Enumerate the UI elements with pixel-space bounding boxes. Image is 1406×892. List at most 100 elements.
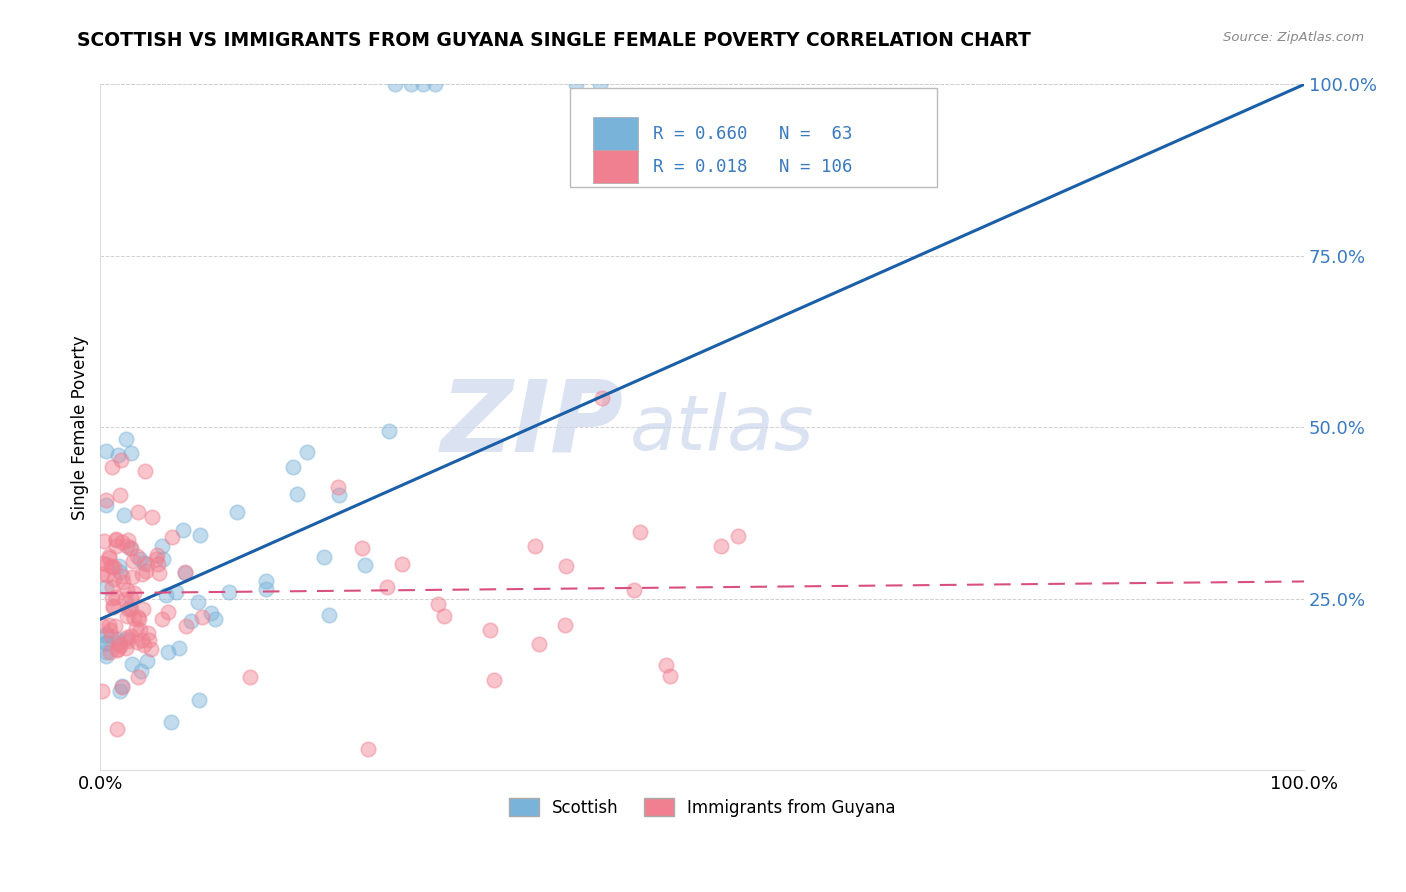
Point bbox=[101, 599, 124, 614]
Point bbox=[138, 632, 160, 647]
Point bbox=[110, 569, 132, 583]
Point bbox=[523, 539, 546, 553]
Point bbox=[423, 78, 446, 92]
Point bbox=[132, 638, 155, 652]
Point bbox=[391, 557, 413, 571]
Point bbox=[157, 645, 180, 659]
Point bbox=[100, 629, 122, 643]
Point bbox=[91, 556, 114, 570]
Point bbox=[218, 585, 240, 599]
Point bbox=[554, 617, 576, 632]
Point bbox=[115, 609, 138, 624]
Point bbox=[479, 623, 502, 637]
Text: SCOTTISH VS IMMIGRANTS FROM GUYANA SINGLE FEMALE POVERTY CORRELATION CHART: SCOTTISH VS IMMIGRANTS FROM GUYANA SINGL… bbox=[77, 31, 1031, 50]
Point bbox=[103, 560, 125, 574]
Point bbox=[103, 599, 125, 613]
Point bbox=[384, 78, 406, 92]
Point bbox=[160, 530, 183, 544]
Point bbox=[96, 629, 118, 643]
Point bbox=[190, 610, 212, 624]
Text: R = 0.018   N = 106: R = 0.018 N = 106 bbox=[652, 158, 852, 176]
Point bbox=[96, 635, 118, 649]
Point bbox=[105, 539, 128, 553]
Point bbox=[239, 669, 262, 683]
Point bbox=[136, 557, 159, 571]
Point bbox=[103, 572, 125, 586]
Point bbox=[174, 565, 197, 579]
Point bbox=[591, 391, 613, 405]
Point bbox=[111, 679, 134, 693]
Point bbox=[167, 640, 190, 655]
Point bbox=[655, 657, 678, 672]
Point bbox=[427, 597, 450, 611]
Point bbox=[155, 588, 177, 602]
Point bbox=[727, 528, 749, 542]
Point bbox=[98, 624, 121, 638]
Point bbox=[312, 550, 335, 565]
Point bbox=[114, 591, 136, 606]
Text: R = 0.660   N =  63: R = 0.660 N = 63 bbox=[652, 125, 852, 143]
Point bbox=[104, 618, 127, 632]
Point bbox=[117, 533, 139, 547]
FancyBboxPatch shape bbox=[569, 88, 936, 187]
Point bbox=[136, 625, 159, 640]
Point bbox=[110, 452, 132, 467]
Point bbox=[108, 558, 131, 573]
Point bbox=[97, 550, 120, 565]
Point bbox=[135, 565, 157, 579]
Point bbox=[105, 632, 128, 647]
Point bbox=[136, 654, 159, 668]
Point bbox=[433, 609, 456, 624]
Point bbox=[117, 602, 139, 616]
Point bbox=[129, 665, 152, 679]
Point bbox=[115, 432, 138, 446]
Point bbox=[108, 639, 131, 653]
Point bbox=[108, 684, 131, 698]
Point bbox=[399, 78, 422, 92]
Point bbox=[375, 580, 398, 594]
Point bbox=[150, 539, 173, 553]
Point bbox=[357, 742, 380, 756]
Legend: Scottish, Immigrants from Guyana: Scottish, Immigrants from Guyana bbox=[502, 791, 903, 823]
Point bbox=[148, 558, 170, 572]
Point bbox=[127, 610, 149, 624]
Text: Source: ZipAtlas.com: Source: ZipAtlas.com bbox=[1223, 31, 1364, 45]
Point bbox=[148, 566, 170, 580]
Point bbox=[139, 642, 162, 657]
Point bbox=[200, 606, 222, 620]
Point bbox=[107, 449, 129, 463]
Point bbox=[484, 673, 506, 688]
Point bbox=[98, 618, 121, 632]
Point bbox=[108, 488, 131, 502]
Point bbox=[93, 533, 115, 548]
Point bbox=[172, 523, 194, 537]
Text: ZIP: ZIP bbox=[441, 376, 624, 472]
Point bbox=[115, 583, 138, 598]
Point bbox=[188, 527, 211, 541]
Point bbox=[96, 636, 118, 650]
Point bbox=[120, 591, 142, 605]
Point bbox=[378, 424, 401, 438]
Point bbox=[157, 605, 180, 619]
Point bbox=[354, 558, 377, 572]
Point bbox=[101, 459, 124, 474]
Point bbox=[565, 78, 588, 92]
Point bbox=[114, 632, 136, 647]
Point bbox=[529, 637, 551, 651]
Point bbox=[120, 446, 142, 460]
Point bbox=[174, 619, 197, 633]
Point bbox=[628, 525, 651, 540]
Point bbox=[131, 633, 153, 648]
Point bbox=[96, 568, 118, 582]
Point bbox=[623, 582, 645, 597]
Point bbox=[204, 612, 226, 626]
Point bbox=[187, 594, 209, 608]
Point bbox=[115, 540, 138, 554]
Point bbox=[90, 566, 112, 581]
Point bbox=[710, 540, 733, 554]
Point bbox=[98, 645, 121, 659]
Point bbox=[352, 541, 374, 556]
Point bbox=[589, 78, 612, 92]
Point bbox=[254, 574, 277, 589]
Point bbox=[105, 590, 128, 604]
